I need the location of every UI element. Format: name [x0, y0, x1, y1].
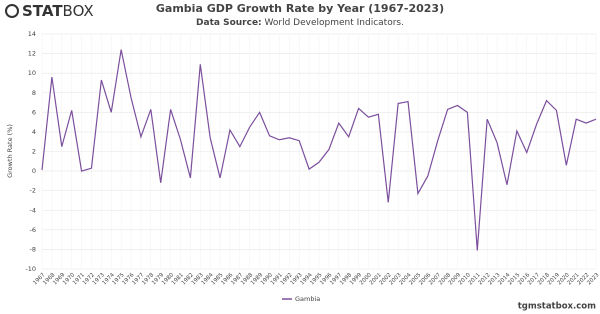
logo-text: STATBOX: [22, 2, 94, 20]
y-tick-label: -4: [30, 206, 36, 214]
y-tick-label: -8: [30, 245, 36, 253]
footer: tgmstatbox.com: [518, 302, 596, 312]
logo-icon: [5, 4, 19, 18]
y-tick-label: 4: [32, 128, 36, 136]
y-tick-label: 2: [32, 148, 36, 156]
y-tick-label: -10: [25, 265, 36, 273]
logo: STATBOX: [5, 2, 94, 20]
y-tick-label: 6: [32, 108, 36, 116]
y-tick-label: 12: [28, 50, 36, 58]
x-tick-label: 2023: [586, 272, 600, 286]
y-tick-label: 10: [28, 69, 36, 77]
line: [41, 49, 597, 251]
subtitle-label: Data Source:: [196, 18, 262, 28]
y-axis-label: Growth Rate (%): [6, 124, 14, 178]
y-tick-label: 14: [28, 30, 36, 38]
logo-bold: STAT: [22, 2, 63, 20]
chart-subtitle: Data Source: World Development Indicator…: [196, 18, 404, 28]
logo-light: BOX: [63, 2, 94, 20]
y-tick-label: -2: [30, 187, 36, 195]
legend-label: Gambia: [295, 295, 320, 303]
subtitle-text: World Development Indicators.: [265, 18, 404, 28]
y-tick-label: -6: [30, 226, 36, 234]
y-tick-label: 8: [32, 89, 36, 97]
chart-title: Gambia GDP Growth Rate by Year (1967-202…: [156, 2, 444, 15]
y-tick-label: 0: [32, 167, 36, 175]
